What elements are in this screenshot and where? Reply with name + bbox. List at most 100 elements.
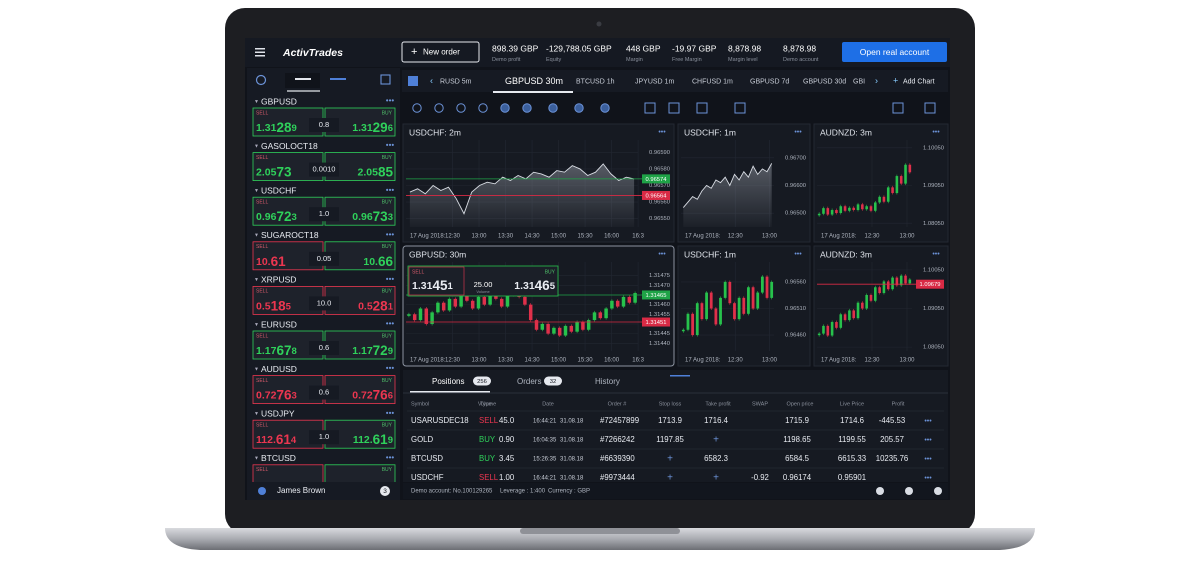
y-tick-label: 1.08050 xyxy=(923,221,944,227)
candle xyxy=(852,207,855,211)
ticket-sell-box[interactable] xyxy=(408,266,465,296)
spread-bg xyxy=(309,430,339,445)
open-account-button[interactable] xyxy=(842,42,947,62)
view-toggle[interactable] xyxy=(285,73,320,88)
chart-menu[interactable]: ••• xyxy=(794,251,802,258)
y-tick-label: 0.96580 xyxy=(649,166,670,172)
chart-panel[interactable] xyxy=(813,245,949,367)
tab-next[interactable]: › xyxy=(875,75,878,85)
price-tag xyxy=(916,279,944,289)
more-dots[interactable]: ••• xyxy=(386,453,395,462)
x-tick-label: 15:30 xyxy=(578,234,594,240)
chart-tab: GBPUSD 7d xyxy=(750,78,789,85)
row-cell: 1713.9 xyxy=(658,416,682,425)
positions-tab: History xyxy=(595,377,620,386)
more-dots[interactable]: ••• xyxy=(386,408,395,417)
chart-menu[interactable]: ••• xyxy=(932,129,940,136)
stat-value: -129,788.05 GBP xyxy=(546,43,612,53)
edit-icon[interactable] xyxy=(380,74,391,85)
tool-icon[interactable] xyxy=(892,102,904,114)
more-dots[interactable]: ••• xyxy=(386,275,395,284)
tool-icon[interactable] xyxy=(668,102,680,114)
tool-icon[interactable] xyxy=(924,102,936,114)
search-icon[interactable] xyxy=(255,74,267,86)
footer-icon[interactable] xyxy=(934,487,942,495)
price-tag xyxy=(642,190,670,200)
add-icon[interactable]: + xyxy=(667,473,673,484)
chart-panel[interactable] xyxy=(813,123,949,243)
grid-icon[interactable] xyxy=(408,76,418,86)
badge-bg xyxy=(380,486,390,496)
row-cell: -0.92 xyxy=(751,473,769,482)
tool-icon[interactable] xyxy=(478,103,488,113)
user-icon[interactable] xyxy=(258,487,266,495)
more-dots[interactable]: ••• xyxy=(386,141,395,150)
buy-label: BUY xyxy=(382,467,393,473)
chart-menu[interactable]: ••• xyxy=(658,251,666,258)
row-menu[interactable]: ••• xyxy=(924,437,932,444)
price-part: 1.31 xyxy=(514,280,535,292)
candle xyxy=(705,292,708,320)
chart-menu[interactable]: ••• xyxy=(932,251,940,258)
line xyxy=(409,163,635,215)
tool-icon[interactable] xyxy=(548,103,558,113)
footer-icon[interactable] xyxy=(905,487,913,495)
more-dots[interactable]: ••• xyxy=(386,96,395,105)
row-menu[interactable]: ••• xyxy=(924,475,932,482)
x-tick-label: 13:00 xyxy=(762,358,778,364)
menu-icon[interactable] xyxy=(255,51,265,54)
new-order-button[interactable] xyxy=(401,41,480,63)
view-toggle-2[interactable] xyxy=(330,78,346,80)
more-dots[interactable]: ••• xyxy=(386,185,395,194)
price-part: 10. xyxy=(363,256,378,268)
chart-tab: GBPUSD 30d xyxy=(803,78,846,85)
buy-label: BUY xyxy=(382,155,393,161)
add-icon[interactable]: + xyxy=(713,473,719,484)
tool-icon[interactable] xyxy=(434,103,444,113)
candle xyxy=(592,312,597,321)
order-ticket[interactable] xyxy=(407,265,559,297)
spread-bg xyxy=(309,251,339,266)
tool-icon[interactable] xyxy=(644,102,656,114)
tool-icon[interactable] xyxy=(456,103,466,113)
price-part: 5 xyxy=(286,301,292,312)
price: 2.0585 xyxy=(358,164,394,179)
candle xyxy=(908,164,912,173)
add-icon[interactable]: + xyxy=(713,435,719,446)
add-icon[interactable]: + xyxy=(667,454,673,465)
row-cell: 6615.33 xyxy=(838,454,866,463)
more-dots[interactable]: ••• xyxy=(386,319,395,328)
candle xyxy=(878,196,881,203)
menu-icon[interactable] xyxy=(255,55,265,57)
more-dots[interactable]: ••• xyxy=(386,230,395,239)
chart-tab: RUSD 5m xyxy=(440,78,472,85)
tool-icon[interactable] xyxy=(600,103,610,113)
tool-icon[interactable] xyxy=(522,103,532,113)
tool-icon[interactable] xyxy=(574,103,584,113)
candle xyxy=(817,333,821,336)
row-cell: SELL xyxy=(479,416,499,425)
chart-title: USDCHF: 1m xyxy=(684,127,736,137)
row-menu[interactable]: ••• xyxy=(924,418,932,425)
tab-badge-label: 256 xyxy=(477,379,487,385)
tab-prev[interactable]: ‹ xyxy=(430,75,433,85)
price-part: 29 xyxy=(373,120,388,135)
tool-icon[interactable] xyxy=(734,102,746,114)
price: 0.72766 xyxy=(352,387,393,402)
tool-icon[interactable] xyxy=(500,103,510,113)
more-dots[interactable]: ••• xyxy=(386,364,395,373)
candle xyxy=(856,302,860,319)
footer-icon[interactable] xyxy=(876,487,884,495)
row-menu[interactable]: ••• xyxy=(924,456,932,463)
chart-menu[interactable]: ••• xyxy=(658,129,666,136)
tool-icon[interactable] xyxy=(412,103,422,113)
price-part: 112. xyxy=(256,434,276,446)
menu-icon[interactable] xyxy=(255,48,265,50)
chart-menu[interactable]: ••• xyxy=(794,129,802,136)
footer-account: Demo account: No.100129265 xyxy=(411,489,493,495)
row-cell: -445.53 xyxy=(879,416,905,425)
tool-icon[interactable] xyxy=(696,102,708,114)
sell-label: SELL xyxy=(256,333,268,339)
price-part: 73 xyxy=(276,164,292,179)
price-part: 66 xyxy=(378,253,394,268)
